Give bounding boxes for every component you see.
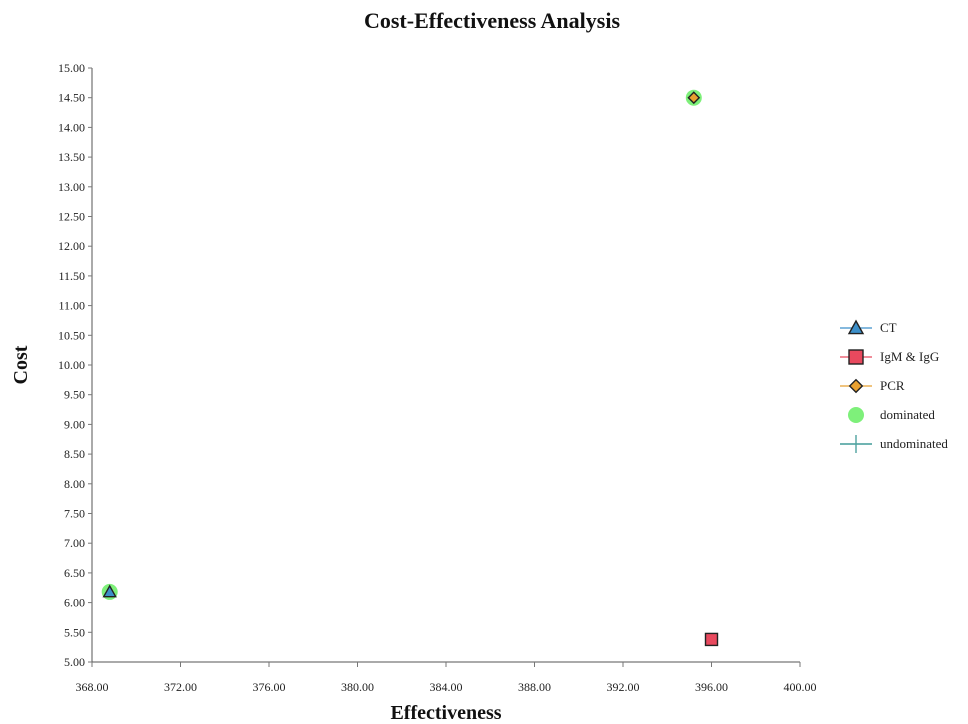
x-axis-ticks: 368.00 372.00 376.00 380.00 384.00 388.00 392.… (76, 662, 817, 694)
y-tick-label: 10.00 (58, 358, 85, 372)
legend-label-undominated: undominated (880, 436, 948, 451)
legend: CT IgM & IgG PCR dominated undominated (840, 319, 948, 453)
y-tick-label: 9.50 (64, 388, 85, 402)
y-tick-label: 5.00 (64, 655, 85, 669)
x-tick-label: 376.00 (253, 680, 286, 694)
x-tick-label: 400.00 (784, 680, 817, 694)
x-tick-label: 388.00 (518, 680, 551, 694)
data-point-igm-igg (704, 632, 719, 647)
y-tick-label: 6.50 (64, 566, 85, 580)
x-tick-label: 392.00 (607, 680, 640, 694)
x-axis-label: Effectiveness (390, 702, 501, 724)
legend-marker-pcr (848, 378, 864, 394)
data-points (101, 89, 719, 647)
y-tick-label: 6.00 (64, 596, 85, 610)
x-tick-label: 384.00 (430, 680, 463, 694)
y-tick-label: 8.00 (64, 477, 85, 491)
y-tick-label: 10.50 (58, 328, 85, 342)
x-tick-label: 372.00 (164, 680, 197, 694)
data-point-pcr (687, 91, 701, 105)
x-tick-label: 380.00 (341, 680, 374, 694)
y-tick-label: 7.00 (64, 536, 85, 550)
legend-marker-ct (847, 319, 865, 335)
legend-label-pcr: PCR (880, 378, 905, 393)
y-tick-label: 12.50 (58, 210, 85, 224)
legend-label-dominated: dominated (880, 407, 935, 422)
y-tick-label: 8.50 (64, 447, 85, 461)
y-tick-label: 7.50 (64, 507, 85, 521)
y-tick-label: 11.50 (58, 269, 85, 283)
x-tick-label: 396.00 (695, 680, 728, 694)
y-tick-label: 5.50 (64, 625, 85, 639)
x-tick-label: 368.00 (76, 680, 109, 694)
y-tick-label: 15.00 (58, 61, 85, 75)
legend-marker-igm-igg (848, 349, 864, 365)
axes (91, 68, 800, 663)
legend-label-igm-igg: IgM & IgG (880, 349, 939, 364)
data-point-ct (102, 584, 117, 598)
y-tick-label: 11.00 (58, 299, 85, 313)
y-axis-label: Cost (10, 345, 32, 384)
legend-marker-undominated (840, 435, 872, 453)
legend-label-ct: CT (880, 320, 897, 335)
y-tick-label: 13.00 (58, 180, 85, 194)
y-tick-label: 12.00 (58, 239, 85, 253)
y-tick-label: 9.00 (64, 417, 85, 431)
chart-title: Cost-Effectiveness Analysis (364, 8, 620, 33)
y-axis-ticks: 5.00 5.50 6.00 6.50 7.00 7.50 8.00 8.50 9.00 9.50… (58, 61, 92, 669)
y-tick-label: 14.50 (58, 91, 85, 105)
y-tick-label: 14.00 (58, 120, 85, 134)
legend-marker-dominated (848, 407, 864, 423)
y-tick-label: 13.50 (58, 150, 85, 164)
